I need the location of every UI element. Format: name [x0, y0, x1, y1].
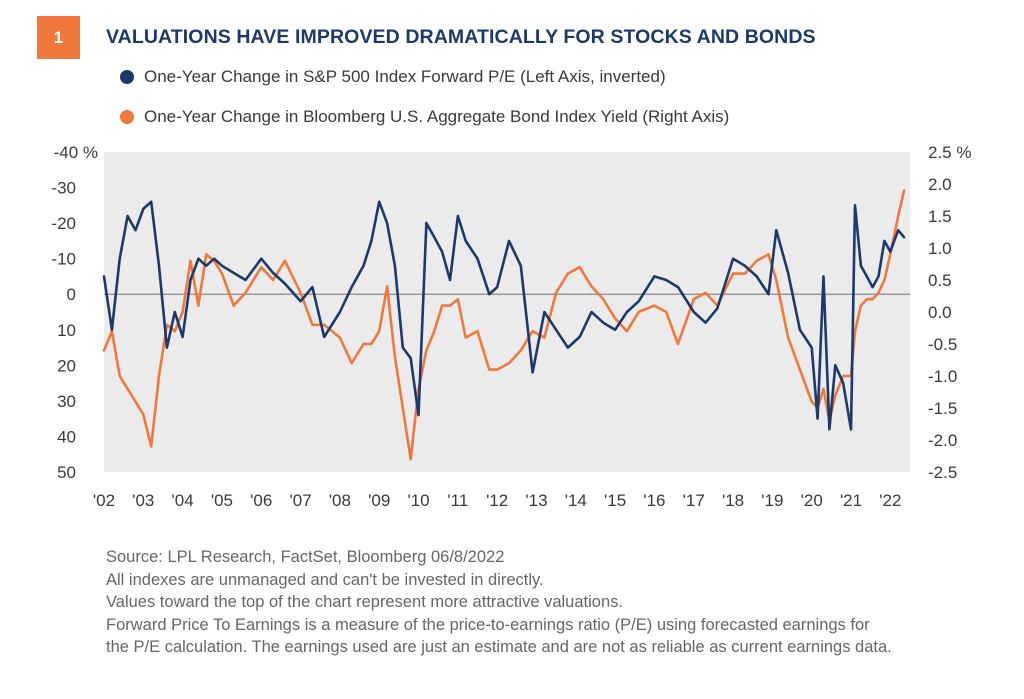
left-axis-tick-label: -10	[51, 250, 76, 269]
left-axis-tick-label: -40 %	[54, 143, 98, 162]
x-axis-tick-label: '16	[643, 491, 665, 510]
left-axis-tick-label: 30	[57, 392, 76, 411]
legend-label-yield: One-Year Change in Bloomberg U.S. Aggreg…	[144, 107, 730, 126]
x-axis-tick-label: '21	[840, 491, 862, 510]
x-axis-tick-label: '06	[250, 491, 272, 510]
right-axis-tick-label: -0.5	[928, 335, 957, 354]
right-axis-tick-label: 0.0	[928, 303, 952, 322]
x-axis-tick-label: '18	[722, 491, 744, 510]
left-axis-tick-label: -30	[51, 179, 76, 198]
legend-marker-pe	[120, 70, 134, 84]
x-axis-tick-label: '07	[290, 491, 312, 510]
left-axis-tick-label: 0	[67, 285, 76, 304]
right-axis-tick-label: -2.5	[928, 463, 957, 482]
right-axis-tick-label: 2.5 %	[928, 143, 971, 162]
right-axis-tick-label: 0.5	[928, 271, 952, 290]
disclaimer-note: All indexes are unmanaged and can't be i…	[106, 570, 544, 589]
x-axis-tick-label: '14	[565, 491, 587, 510]
x-axis-tick-label: '04	[172, 491, 194, 510]
x-axis-tick-label: '05	[211, 491, 233, 510]
plot-area	[104, 152, 910, 472]
legend-item-yield: One-Year Change in Bloomberg U.S. Aggreg…	[120, 107, 729, 127]
x-axis-tick-label: '02	[93, 491, 115, 510]
right-axis-tick-label: -1.5	[928, 399, 957, 418]
definition-note-line-1: Forward Price To Earnings is a measure o…	[106, 615, 870, 634]
left-axis-tick-label: -20	[51, 214, 76, 233]
x-axis-tick-label: '20	[801, 491, 823, 510]
right-axis-tick-label: 2.0	[928, 175, 952, 194]
right-axis-tick-label: 1.0	[928, 239, 952, 258]
right-axis-tick-label: -2.0	[928, 431, 957, 450]
left-axis-tick-label: 50	[57, 463, 76, 482]
chart-notes: Source: LPL Research, FactSet, Bloomberg…	[106, 546, 892, 659]
x-axis-tick-label: '19	[761, 491, 783, 510]
right-axis-tick-label: 1.5	[928, 207, 952, 226]
x-axis-tick-label: '08	[329, 491, 351, 510]
legend-marker-yield	[120, 110, 134, 124]
legend-item-pe: One-Year Change in S&P 500 Index Forward…	[120, 67, 666, 87]
x-axis-tick-label: '12	[486, 491, 508, 510]
left-axis-tick-label: 40	[57, 427, 76, 446]
legend-label-pe: One-Year Change in S&P 500 Index Forward…	[144, 67, 666, 86]
chart-title: VALUATIONS HAVE IMPROVED DRAMATICALLY FO…	[106, 26, 816, 48]
left-axis-tick-label: 20	[57, 356, 76, 375]
x-axis-tick-label: '13	[525, 491, 547, 510]
x-axis-tick-label: '17	[683, 491, 705, 510]
series-line-pe	[102, 200, 906, 431]
left-axis-tick-label: 10	[57, 321, 76, 340]
x-axis-tick-label: '10	[407, 491, 429, 510]
x-axis-tick-label: '03	[132, 491, 154, 510]
right-axis-tick-label: -1.0	[928, 367, 957, 386]
source-note: Source: LPL Research, FactSet, Bloomberg…	[106, 548, 505, 566]
x-axis-tick-label: '22	[879, 491, 901, 510]
x-axis-tick-label: '11	[447, 491, 468, 510]
definition-note-line-2: the P/E calculation. The earnings used a…	[106, 638, 892, 656]
x-axis-tick-label: '15	[604, 491, 626, 510]
x-axis-tick-label: '09	[368, 491, 390, 510]
figure-number-badge: 1	[37, 16, 80, 59]
interpretation-note: Values toward the top of the chart repre…	[106, 593, 623, 611]
